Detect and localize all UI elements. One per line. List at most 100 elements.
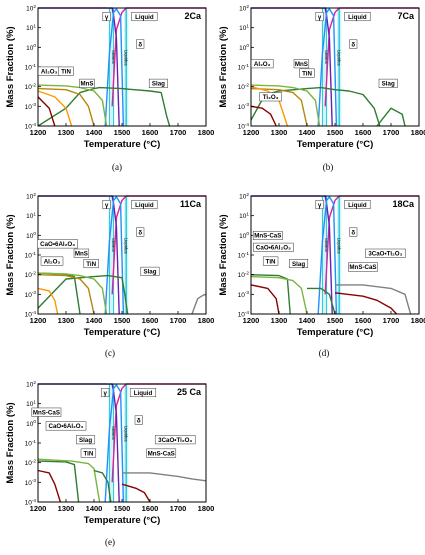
callout-label: Liquid (134, 390, 153, 397)
callout-box (344, 200, 371, 210)
solidus-band (109, 384, 114, 502)
series-line-3cao-ti2o3 (335, 284, 412, 315)
callout-label: Liquid (348, 202, 367, 209)
x-tick-label: 1300 (271, 316, 288, 325)
series-line-cao-6al2o3 (250, 274, 291, 315)
callout-label: MnS (80, 81, 93, 88)
series-line-- (251, 195, 333, 315)
series-line-slag (307, 287, 336, 315)
callout-label: TiN (86, 261, 96, 268)
x-tick-label: 1600 (355, 316, 372, 325)
solidus-label: Solidus (324, 238, 329, 252)
x-tick-label: 1600 (142, 316, 159, 325)
callout-label: 3CaO•Ti₂O₃ (368, 251, 402, 258)
callout-box (252, 230, 283, 240)
panel-caption-e: (e) (105, 537, 115, 547)
x-tick-label: 1200 (243, 128, 260, 137)
callout-box (83, 259, 99, 269)
sample-label: 11Ca (180, 199, 202, 209)
x-tick-label: 1400 (86, 128, 103, 137)
y-tick-label: 102 (26, 380, 36, 389)
y-axis-title: Mass Fraction (%) (218, 214, 229, 295)
y-tick-label: 10-4 (25, 310, 37, 319)
y-tick-label: 100 (26, 43, 36, 52)
callout-label: Slag (143, 269, 156, 276)
callout-box (315, 200, 324, 210)
x-axis-title: Temperature (°C) (84, 327, 160, 338)
callout-label: Slag (292, 261, 305, 268)
sample-label: 7Ca (397, 11, 415, 21)
callout-label: δ (351, 229, 355, 236)
liquidus-label: Liquidus (124, 426, 129, 442)
x-tick-label: 1400 (86, 316, 103, 325)
callout-box (80, 448, 97, 458)
solidus-label: Solidus (111, 238, 116, 252)
callout-label: γ (318, 202, 322, 209)
series-line-- (104, 196, 125, 315)
x-tick-label: 1200 (243, 316, 260, 325)
x-tick-label: 1500 (114, 504, 131, 513)
y-tick-label: 102 (239, 192, 249, 201)
callout-box (378, 78, 398, 88)
series-line-slag (37, 458, 101, 503)
callout-box (315, 12, 324, 22)
solidus-band (109, 196, 114, 314)
callout-label: Slag (382, 81, 395, 88)
callout-label: Al₂O₃ (44, 258, 61, 265)
x-tick-label: 1400 (86, 504, 103, 513)
solidus-band (322, 8, 327, 126)
x-tick-label: 1300 (58, 128, 75, 137)
callout-label: δ (138, 229, 142, 236)
callout-box (348, 262, 378, 272)
callout-label: CaO•6Al₂O₃ (49, 423, 84, 430)
chart-panel-2: Solidus Liquidus 1200 1300 1400 1500 1600 1700 1… (218, 4, 425, 150)
x-tick-label: 1200 (30, 316, 47, 325)
y-tick-label: 10-2 (238, 271, 250, 280)
x-tick-label: 1600 (142, 504, 159, 513)
callout-box (250, 59, 274, 69)
y-tick-label: 10-3 (238, 102, 250, 111)
callout-box (293, 59, 310, 69)
series-line-mns (37, 87, 95, 127)
series-line-ti2o3 (250, 105, 277, 127)
x-tick-label: 1800 (411, 316, 425, 325)
x-axis-title: Temperature (°C) (297, 327, 373, 338)
chart-panel-3: Solidus Liquidus 1200 1300 1400 1500 1600 1700 1… (5, 192, 214, 338)
solidus-label: Solidus (324, 50, 329, 64)
chart-panel-4: Solidus Liquidus 1200 1300 1400 1500 1600 1700 1… (218, 192, 425, 338)
callout-box (102, 12, 111, 22)
callout-label: γ (105, 202, 109, 209)
chart-panel-5: Solidus Liquidus 1200 1300 1400 1500 1600 1700 1… (5, 380, 214, 526)
panel-caption-a: (a) (112, 162, 122, 172)
y-tick-label: 10-2 (238, 83, 250, 92)
x-tick-label: 1400 (299, 316, 316, 325)
y-tick-label: 101 (26, 212, 36, 221)
callout-box (262, 256, 279, 266)
y-tick-label: 10-1 (25, 251, 37, 260)
callout-label: MnS (75, 251, 88, 258)
y-tick-label: 10-1 (238, 63, 250, 72)
x-tick-label: 1800 (411, 128, 425, 137)
x-tick-label: 1800 (198, 316, 215, 325)
x-tick-label: 1500 (327, 128, 344, 137)
x-tick-label: 1300 (58, 504, 75, 513)
y-tick-label: 102 (26, 192, 36, 201)
callout-box (299, 68, 315, 78)
series-line-tin (250, 275, 308, 315)
x-tick-label: 1400 (299, 128, 316, 137)
liquidus-label: Liquidus (337, 50, 342, 66)
y-tick-label: 100 (239, 231, 249, 240)
callout-box (101, 388, 110, 398)
callout-box (129, 388, 157, 398)
x-tick-label: 1500 (327, 316, 344, 325)
sample-label: 2Ca (184, 11, 202, 21)
series-line-slag-2 (376, 107, 406, 127)
callout-label: γ (105, 14, 109, 21)
callout-label: Liquid (135, 14, 154, 21)
solidus-label: Solidus (111, 50, 116, 64)
series-line-- (317, 196, 338, 315)
series-line-slag (37, 86, 171, 127)
y-tick-label: 102 (239, 4, 249, 13)
y-tick-label: 10-2 (25, 83, 37, 92)
